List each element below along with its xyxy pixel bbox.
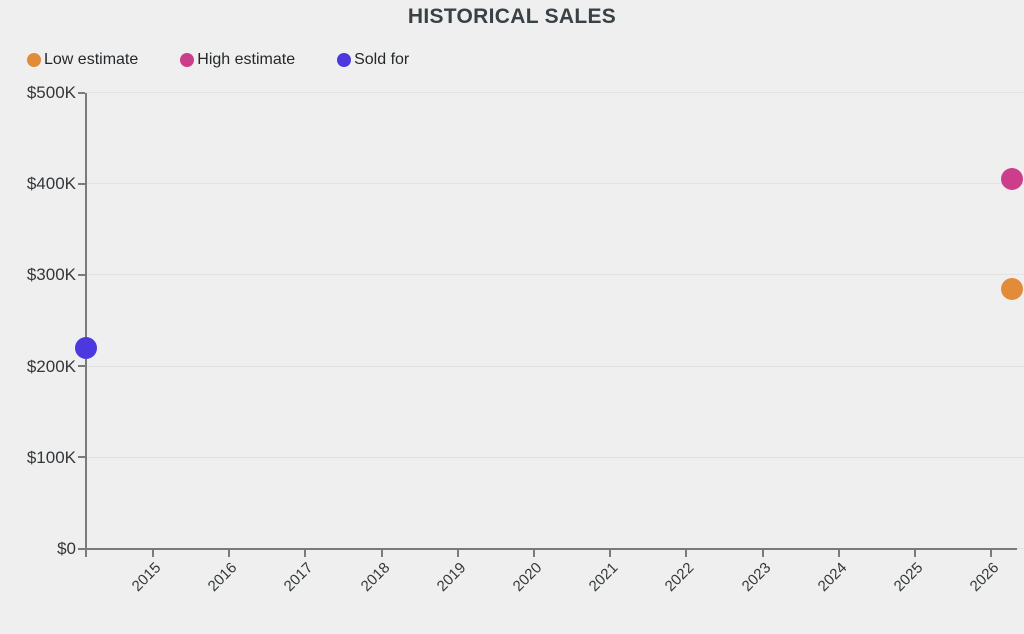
x-tick <box>456 549 459 557</box>
y-tick-label: $0 <box>57 539 76 558</box>
x-tick <box>380 549 383 557</box>
x-tick <box>304 549 307 557</box>
x-tick <box>152 549 155 557</box>
legend-label-sold-for: Sold for <box>354 51 410 68</box>
x-tick-label: 2025 <box>890 558 927 595</box>
y-tick <box>78 365 85 368</box>
legend-item-sold-for[interactable]: Sold for <box>337 51 409 69</box>
gridline-200K <box>86 365 1024 367</box>
x-tick-label: 2015 <box>128 558 165 595</box>
legend-swatch-low-estimate <box>27 53 41 67</box>
chart-title: HISTORICAL SALES <box>407 5 617 28</box>
point-low-estimate[interactable] <box>1001 277 1024 300</box>
y-tick-label: $200K <box>26 356 76 376</box>
legend-item-low-estimate[interactable]: Low estimate <box>27 51 138 69</box>
x-tick-label: 2026 <box>966 558 1003 595</box>
x-tick-label: 2022 <box>662 558 698 595</box>
y-axis-line <box>85 92 87 557</box>
x-axis-line <box>85 547 1017 550</box>
legend-label-high-estimate: High estimate <box>197 51 296 68</box>
legend-label-low-estimate: Low estimate <box>44 51 139 68</box>
point-high-estimate[interactable] <box>1001 168 1024 191</box>
y-tick <box>78 273 85 276</box>
y-tick <box>78 91 85 94</box>
x-tick-label: 2019 <box>433 558 470 595</box>
gridline-400K <box>86 183 1024 185</box>
x-tick-label: 2024 <box>814 558 851 595</box>
y-tick-label: $300K <box>26 265 76 285</box>
legend-swatch-sold-for <box>337 53 352 67</box>
x-tick <box>609 549 612 557</box>
x-tick-label: 2018 <box>357 558 393 595</box>
gridline-300K <box>86 274 1024 276</box>
x-tick <box>761 549 764 557</box>
y-tick <box>78 182 85 185</box>
x-tick-label: 2023 <box>738 558 774 595</box>
y-tick <box>78 547 85 550</box>
x-tick-label: 2016 <box>204 558 241 595</box>
legend-swatch-high-estimate <box>180 53 195 67</box>
x-tick <box>990 549 993 557</box>
x-tick <box>837 549 840 557</box>
x-tick <box>228 549 231 557</box>
x-tick <box>685 549 688 557</box>
gridline-100K <box>86 456 1024 458</box>
point-sold-for[interactable] <box>75 336 97 359</box>
y-tick-label: $400K <box>26 174 76 194</box>
x-tick <box>532 549 535 557</box>
legend: Low estimate High estimate Sold for <box>27 51 409 69</box>
y-tick <box>78 456 85 459</box>
legend-item-high-estimate[interactable]: High estimate <box>180 51 295 69</box>
y-tick-label: $100K <box>26 447 76 467</box>
x-tick <box>913 549 916 557</box>
x-tick-label: 2020 <box>509 558 546 595</box>
x-tick-label: 2017 <box>281 558 317 595</box>
y-tick-label: $500K <box>26 83 76 102</box>
gridline-500K <box>86 92 1024 93</box>
x-tick-label: 2021 <box>585 558 622 595</box>
